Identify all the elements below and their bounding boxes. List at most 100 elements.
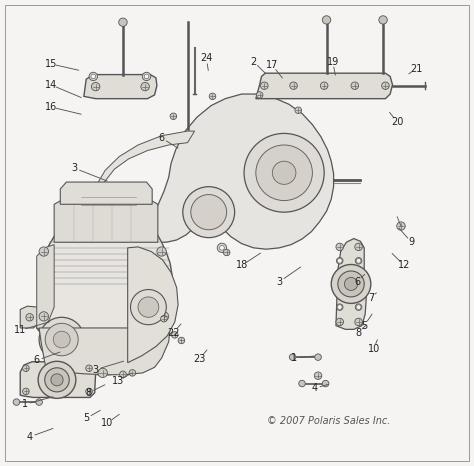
Text: 20: 20 bbox=[391, 117, 403, 127]
Circle shape bbox=[130, 289, 166, 325]
Circle shape bbox=[223, 249, 230, 256]
Text: 7: 7 bbox=[368, 293, 374, 303]
Circle shape bbox=[86, 365, 92, 371]
Circle shape bbox=[322, 380, 329, 387]
Polygon shape bbox=[147, 94, 334, 249]
Text: 10: 10 bbox=[101, 418, 114, 428]
Circle shape bbox=[290, 82, 297, 89]
Polygon shape bbox=[96, 131, 195, 187]
Circle shape bbox=[331, 265, 371, 303]
Text: 13: 13 bbox=[112, 376, 124, 386]
Circle shape bbox=[244, 133, 324, 212]
Circle shape bbox=[351, 82, 358, 89]
Circle shape bbox=[26, 314, 34, 321]
Circle shape bbox=[337, 305, 342, 309]
Circle shape bbox=[45, 323, 78, 356]
Circle shape bbox=[336, 243, 344, 251]
Text: 14: 14 bbox=[45, 80, 57, 90]
Circle shape bbox=[315, 354, 321, 360]
Text: 15: 15 bbox=[45, 59, 57, 69]
Circle shape bbox=[356, 305, 361, 309]
Circle shape bbox=[322, 16, 331, 24]
Circle shape bbox=[356, 259, 361, 263]
Circle shape bbox=[191, 194, 227, 230]
Circle shape bbox=[39, 312, 48, 321]
Text: 4: 4 bbox=[312, 383, 318, 393]
Text: 8: 8 bbox=[355, 328, 361, 337]
Circle shape bbox=[273, 161, 296, 185]
Polygon shape bbox=[336, 239, 366, 329]
Circle shape bbox=[36, 399, 42, 405]
Text: 3: 3 bbox=[72, 163, 77, 173]
Circle shape bbox=[337, 259, 342, 263]
Text: 23: 23 bbox=[193, 354, 206, 364]
Text: 24: 24 bbox=[200, 54, 212, 63]
Circle shape bbox=[23, 365, 29, 371]
Polygon shape bbox=[54, 198, 158, 242]
Circle shape bbox=[345, 277, 357, 290]
Circle shape bbox=[157, 247, 166, 256]
Circle shape bbox=[13, 399, 20, 405]
Text: 11: 11 bbox=[14, 325, 27, 335]
Polygon shape bbox=[128, 247, 178, 363]
Text: 10: 10 bbox=[367, 344, 380, 354]
Polygon shape bbox=[84, 75, 157, 99]
Circle shape bbox=[397, 222, 405, 230]
Circle shape bbox=[91, 82, 100, 91]
Circle shape bbox=[314, 372, 322, 379]
Circle shape bbox=[23, 388, 29, 395]
Circle shape bbox=[170, 113, 177, 119]
Text: 6: 6 bbox=[158, 133, 164, 143]
Circle shape bbox=[138, 297, 159, 317]
Circle shape bbox=[161, 315, 167, 322]
Text: 1: 1 bbox=[22, 399, 28, 410]
Circle shape bbox=[256, 92, 263, 98]
Circle shape bbox=[119, 371, 126, 377]
Circle shape bbox=[98, 368, 108, 377]
Circle shape bbox=[256, 145, 312, 200]
Circle shape bbox=[219, 246, 224, 250]
Text: © 2007 Polaris Sales Inc.: © 2007 Polaris Sales Inc. bbox=[267, 416, 391, 425]
Circle shape bbox=[336, 318, 344, 326]
Text: 22: 22 bbox=[167, 328, 180, 337]
Text: 16: 16 bbox=[45, 102, 57, 112]
Text: 8: 8 bbox=[85, 388, 91, 398]
Circle shape bbox=[39, 317, 84, 362]
Circle shape bbox=[337, 258, 343, 264]
Circle shape bbox=[144, 74, 149, 79]
Text: 4: 4 bbox=[27, 432, 33, 442]
Circle shape bbox=[141, 82, 149, 91]
Polygon shape bbox=[20, 306, 40, 328]
Circle shape bbox=[38, 361, 76, 398]
Circle shape bbox=[86, 388, 92, 395]
Text: 3: 3 bbox=[276, 277, 283, 287]
Circle shape bbox=[91, 74, 96, 79]
Circle shape bbox=[89, 72, 98, 81]
Circle shape bbox=[295, 107, 301, 114]
Circle shape bbox=[45, 368, 69, 392]
Circle shape bbox=[261, 82, 268, 89]
Circle shape bbox=[379, 16, 387, 24]
Circle shape bbox=[355, 243, 362, 251]
Circle shape bbox=[39, 247, 48, 256]
Text: 12: 12 bbox=[398, 260, 410, 270]
Circle shape bbox=[209, 93, 216, 100]
Circle shape bbox=[159, 312, 169, 321]
Circle shape bbox=[118, 18, 127, 27]
Text: 19: 19 bbox=[327, 56, 339, 67]
Circle shape bbox=[320, 82, 328, 89]
Circle shape bbox=[289, 354, 296, 360]
Circle shape bbox=[337, 304, 343, 310]
Text: 2: 2 bbox=[250, 56, 256, 67]
Circle shape bbox=[356, 304, 362, 310]
Polygon shape bbox=[36, 245, 54, 329]
Text: 21: 21 bbox=[410, 63, 422, 74]
Text: 9: 9 bbox=[408, 237, 414, 247]
Text: 18: 18 bbox=[236, 260, 248, 270]
Polygon shape bbox=[36, 204, 173, 375]
Circle shape bbox=[51, 374, 63, 386]
Polygon shape bbox=[20, 362, 96, 397]
Circle shape bbox=[178, 337, 185, 344]
Circle shape bbox=[142, 72, 151, 81]
Text: 5: 5 bbox=[361, 321, 367, 331]
